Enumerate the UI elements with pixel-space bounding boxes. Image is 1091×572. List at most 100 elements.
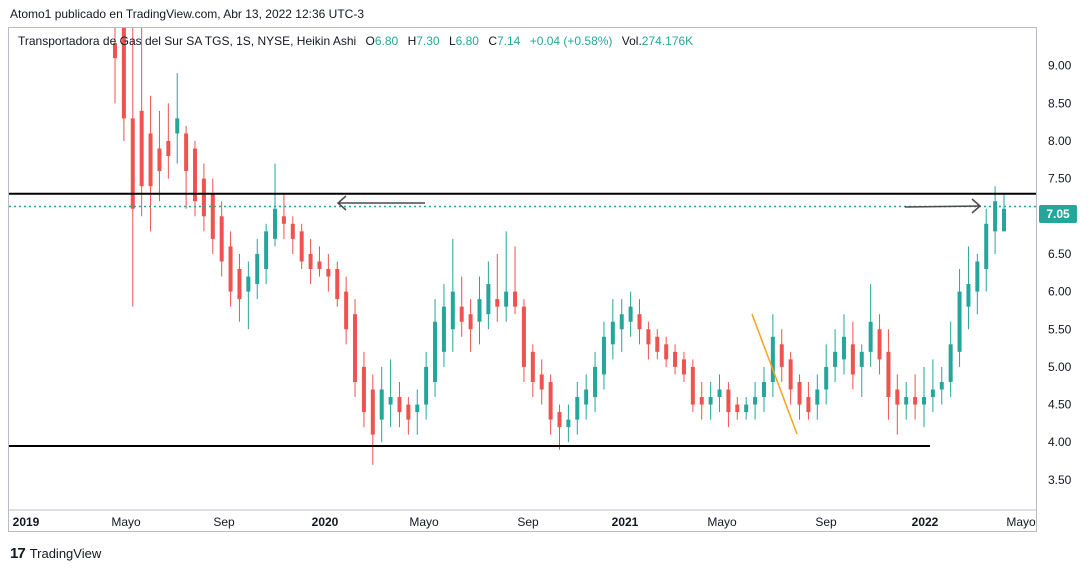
- candle-body: [797, 381, 802, 405]
- candle-body: [468, 314, 473, 330]
- candle-body: [201, 178, 206, 217]
- candle-body: [317, 261, 322, 269]
- x-tick-label: 2020: [312, 515, 339, 529]
- candle-body: [601, 336, 606, 375]
- candle-body: [210, 193, 215, 239]
- open-value: 6.80: [374, 34, 399, 48]
- footer[interactable]: 17 TradingView: [10, 545, 101, 562]
- candle-body: [708, 397, 713, 405]
- x-tick-label: Sep: [213, 515, 235, 529]
- candle-body: [548, 381, 553, 420]
- y-tick-label: 9.00: [1048, 59, 1072, 73]
- candle-body: [833, 351, 838, 367]
- y-tick-label: 5.00: [1048, 360, 1072, 374]
- current-price-tag: 7.05: [1039, 205, 1077, 223]
- candle-body: [824, 366, 829, 390]
- candle-body: [806, 397, 811, 413]
- candle-body: [308, 253, 313, 269]
- low-label: L: [448, 34, 456, 48]
- candle-body: [1002, 208, 1006, 232]
- candle-body: [841, 336, 846, 360]
- low-value: 6.80: [455, 34, 479, 48]
- candle-body: [344, 291, 349, 330]
- candle-body: [219, 216, 224, 262]
- candle-body: [388, 397, 393, 405]
- x-tick-label: Sep: [815, 515, 837, 529]
- candle-body: [299, 231, 304, 262]
- candle-body: [450, 291, 455, 330]
- candle-body: [939, 381, 944, 390]
- candle-body: [290, 223, 295, 239]
- candle-body: [228, 246, 233, 292]
- volume-value: 274.176K: [641, 34, 694, 48]
- trend-line: [751, 313, 798, 435]
- y-tick-label: 4.50: [1048, 398, 1072, 412]
- candle-body: [904, 397, 909, 405]
- x-tick-label: Mayo: [111, 515, 141, 529]
- candle-body: [761, 381, 766, 398]
- x-tick-label: Mayo: [1006, 515, 1036, 529]
- candle-body: [148, 133, 153, 187]
- candle-body: [504, 291, 509, 307]
- candle-body: [921, 397, 926, 405]
- x-tick-label: Mayo: [409, 515, 439, 529]
- candle-body: [121, 28, 126, 119]
- candle-body: [779, 344, 784, 367]
- open-label: O: [365, 34, 375, 48]
- candle-body: [513, 291, 518, 307]
- y-tick-label: 4.00: [1048, 435, 1072, 449]
- candle-body: [264, 231, 269, 269]
- candle-body: [397, 397, 402, 413]
- candle-body: [335, 269, 340, 300]
- candle-body: [788, 359, 793, 390]
- candle-body: [353, 314, 358, 382]
- symbol-label: Transportadora de Gas del Sur SA TGS, 1S…: [18, 34, 357, 48]
- high-label: H: [407, 34, 417, 48]
- candle-body: [130, 118, 135, 209]
- candle-body: [584, 389, 589, 405]
- chart-legend: Transportadora de Gas del Sur SA TGS, 1S…: [18, 34, 693, 48]
- change-value: +0.04 (+0.58%): [529, 34, 613, 48]
- volume-label: Vol.: [621, 34, 642, 48]
- candle-body: [246, 276, 251, 292]
- y-tick-label: 6.50: [1048, 247, 1072, 261]
- candle-body: [664, 344, 669, 360]
- y-tick-label: 5.50: [1048, 322, 1072, 336]
- chart-frame[interactable]: [8, 27, 1037, 532]
- candle-body: [459, 306, 464, 322]
- candle-body: [913, 397, 918, 405]
- candle-body: [886, 351, 891, 398]
- candle-body: [575, 397, 580, 420]
- candle-body: [690, 366, 695, 405]
- candle-body: [441, 306, 446, 352]
- brand-name: TradingView: [29, 546, 102, 561]
- candle-body: [237, 269, 242, 300]
- candle-body: [593, 366, 598, 398]
- candle-body: [655, 336, 660, 352]
- x-tick-label: 2022: [912, 515, 939, 529]
- candle-body: [717, 389, 722, 398]
- candle-body: [281, 216, 286, 224]
- candle-body: [433, 321, 438, 382]
- candle-body: [699, 397, 704, 405]
- candle-body: [379, 389, 384, 420]
- tv-logo-icon: 17: [10, 545, 26, 562]
- candle-body: [975, 261, 980, 292]
- x-tick-label: 2021: [612, 515, 639, 529]
- y-tick-label: 6.00: [1048, 285, 1072, 299]
- candle-body: [113, 43, 117, 59]
- candle-body: [406, 404, 411, 420]
- candle-body: [175, 118, 180, 134]
- candle-body: [815, 389, 820, 405]
- arrow-right-head: [971, 198, 982, 214]
- arrow-right-line: [904, 205, 981, 208]
- candle-body: [193, 148, 198, 202]
- candle-body: [850, 344, 855, 375]
- candle-body: [681, 359, 686, 375]
- candle-body: [521, 306, 526, 367]
- candle-body: [370, 389, 375, 435]
- candle-body: [495, 299, 500, 307]
- y-tick-label: 8.50: [1048, 96, 1072, 110]
- candle-body: [735, 404, 740, 413]
